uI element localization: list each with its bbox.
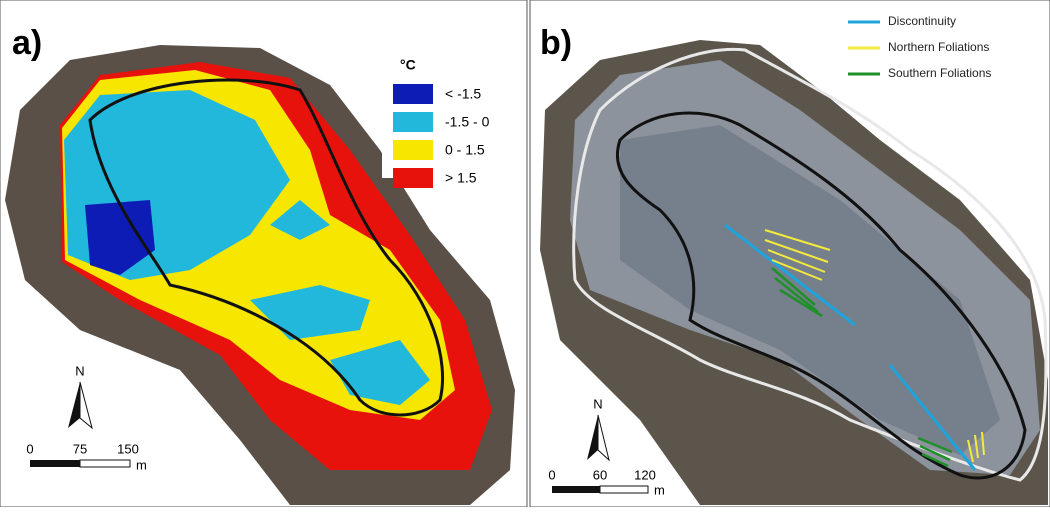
- panel-label: b): [540, 24, 572, 62]
- scale-label: 60: [593, 467, 607, 482]
- scale-bar: [552, 486, 600, 493]
- page: a) °C < -1.5 -1.5 - 0 0 - 1.5 > 1.5 N 0 …: [0, 0, 1050, 507]
- panel-label: a): [12, 24, 42, 62]
- legend-item: > 1.5: [445, 170, 477, 186]
- panel-b: b) Discontinuity Northern Foliations Sou…: [530, 0, 1050, 507]
- scale-bar: [30, 460, 80, 467]
- legend-item: Northern Foliations: [888, 40, 989, 54]
- legend-item: 0 - 1.5: [445, 142, 485, 158]
- legend-swatch: [393, 168, 433, 188]
- scale-bar: [80, 460, 130, 467]
- scale-label: 120: [634, 467, 656, 482]
- scale-label: 0: [548, 467, 555, 482]
- legend-item: Discontinuity: [888, 14, 956, 28]
- scale-unit: m: [654, 482, 665, 497]
- legend-swatch: [393, 112, 433, 132]
- legend-title: °C: [400, 57, 416, 73]
- scale-label: 0: [26, 441, 33, 456]
- panel-a: a) °C < -1.5 -1.5 - 0 0 - 1.5 > 1.5 N 0 …: [0, 0, 527, 507]
- legend-item: -1.5 - 0: [445, 114, 490, 130]
- scale-unit: m: [136, 457, 147, 472]
- legend-item: < -1.5: [445, 86, 481, 102]
- north-label: N: [75, 363, 84, 378]
- scale-label: 150: [117, 441, 139, 456]
- scale-bar: [600, 486, 648, 493]
- legend-swatch: [393, 84, 433, 104]
- figure: a) °C < -1.5 -1.5 - 0 0 - 1.5 > 1.5 N 0 …: [0, 0, 1050, 507]
- north-label: N: [593, 396, 602, 411]
- legend-swatch: [393, 140, 433, 160]
- legend-item: Southern Foliations: [888, 66, 991, 80]
- scale-label: 75: [73, 441, 87, 456]
